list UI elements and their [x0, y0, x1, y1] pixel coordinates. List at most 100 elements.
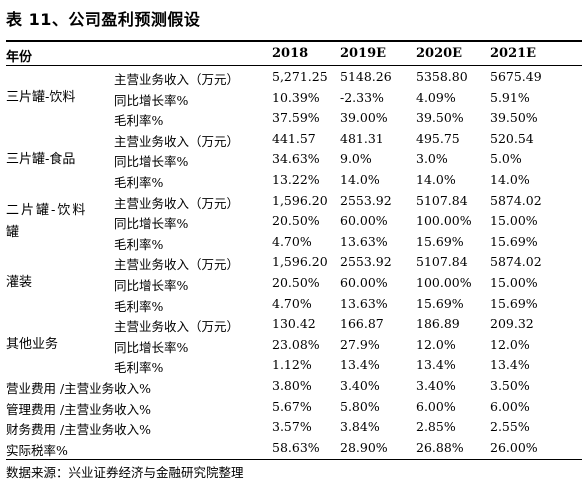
cell-value: 39.00% [340, 110, 388, 126]
cell-value: 1,596.20 [272, 254, 328, 270]
summary-label: 实际税率% [6, 442, 68, 458]
cell-value: 3.80% [272, 378, 312, 393]
group-name: 三片罐-食品 [6, 151, 76, 167]
table-row: 毛利率% 4.70% 13.63% 15.69% 15.69% [6, 232, 582, 253]
table-row: 主营业务收入（万元） 1,596.20 2553.92 5107.84 5874.02 [6, 252, 582, 273]
cell-value: 28.90% [340, 439, 388, 455]
cell-value: 2553.92 [340, 192, 392, 208]
table-row: 毛利率% 37.59% 39.00% 39.50% 39.50% [6, 108, 582, 129]
cell-value: 14.0% [416, 172, 456, 187]
cell-value: 2.55% [490, 419, 530, 435]
cell-value: 13.63% [340, 233, 388, 249]
cell-value: 495.75 [416, 130, 460, 146]
cell-value: 14.0% [490, 172, 530, 187]
cell-value: 2.85% [416, 419, 456, 435]
summary-label: 管理费用 /主营业务收入% [6, 401, 152, 417]
metric-label: 同比增长率% [114, 339, 189, 355]
cell-value: 6.00% [490, 398, 530, 414]
cell-value: 5874.02 [490, 192, 542, 208]
cell-value: 3.0% [416, 151, 448, 167]
cell-value: 6.00% [416, 398, 456, 414]
cell-value: 39.50% [490, 110, 538, 126]
cell-value: 60.00% [340, 213, 388, 229]
cell-value: 3.57% [272, 419, 312, 435]
cell-value: 15.00% [490, 275, 538, 290]
cell-value: 5358.80 [416, 69, 468, 84]
header-col-2020e: 2020E [416, 46, 463, 61]
table-title: 表 11、公司盈利预测假设 [6, 10, 201, 29]
cell-value: 5.67% [272, 398, 312, 414]
metric-label: 毛利率% [114, 298, 164, 314]
cell-value: 100.00% [416, 275, 472, 290]
summary-label: 财务费用 /主营业务收入% [6, 422, 152, 438]
table-row: 毛利率% 4.70% 13.63% 15.69% 15.69% [6, 294, 582, 315]
cell-value: 13.63% [340, 295, 388, 311]
cell-value: 12.0% [416, 336, 456, 352]
cell-value: 5.0% [490, 151, 522, 167]
cell-value: 15.69% [490, 295, 538, 311]
cell-value: 4.70% [272, 295, 312, 311]
cell-value: 15.00% [490, 213, 538, 229]
table-row: 同比增长率% 10.39% -2.33% 4.09% 5.91% [6, 88, 582, 109]
metric-label: 同比增长率% [114, 154, 189, 170]
metric-label: 主营业务收入（万元） [114, 319, 240, 335]
cell-value: 130.42 [272, 316, 316, 332]
table-row: 主营业务收入（万元） 1,596.20 2553.92 5107.84 5874.02 [6, 191, 582, 212]
cell-value: 1.12% [272, 357, 312, 373]
cell-value: 27.9% [340, 336, 380, 352]
cell-value: 5148.26 [340, 69, 392, 84]
cell-value: 13.4% [490, 357, 530, 373]
cell-value: 481.31 [340, 130, 384, 146]
header-rule [6, 65, 582, 66]
summary-label: 营业费用 /主营业务收入% [6, 381, 152, 396]
cell-value: 26.88% [416, 439, 464, 455]
cell-value: 58.63% [272, 439, 320, 455]
header-col-2019e: 2019E [340, 46, 387, 61]
group-name: 其他业务 [6, 337, 59, 353]
metric-label: 同比增长率% [114, 216, 189, 232]
cell-value: -2.33% [340, 89, 384, 105]
cell-value: 5.91% [490, 89, 530, 105]
table-row: 同比增长率% 34.63% 9.0% 3.0% 5.0% [6, 149, 582, 170]
metric-label: 毛利率% [114, 175, 164, 190]
cell-value: 441.57 [272, 130, 316, 146]
cell-value: 3.84% [340, 419, 380, 435]
cell-value: 3.40% [416, 378, 456, 393]
cell-value: 3.40% [340, 378, 380, 393]
cell-value: 13.4% [340, 357, 380, 373]
table-row: 同比增长率% 20.50% 60.00% 100.00% 15.00% [6, 211, 582, 232]
metric-label: 主营业务收入（万元） [114, 133, 240, 149]
table-row: 同比增长率% 23.08% 27.9% 12.0% 12.0% [6, 335, 582, 356]
table-row: 同比增长率% 20.50% 60.00% 100.00% 15.00% [6, 273, 582, 294]
metric-label: 主营业务收入（万元） [114, 195, 240, 211]
metric-label: 主营业务收入（万元） [114, 257, 240, 273]
cell-value: 4.70% [272, 233, 312, 249]
cell-value: 10.39% [272, 89, 320, 105]
cell-value: 9.0% [340, 151, 372, 167]
metric-label: 毛利率% [114, 113, 164, 129]
table-row: 主营业务收入（万元） 5,271.25 5148.26 5358.80 5675.49 [6, 67, 582, 88]
cell-value: 209.32 [490, 316, 534, 332]
cell-value: 23.08% [272, 336, 320, 352]
cell-value: 5.80% [340, 398, 380, 414]
group-name: 二片罐-饮料罐 [6, 202, 88, 240]
cell-value: 5874.02 [490, 254, 542, 270]
table-row: 主营业务收入（万元） 130.42 166.87 186.89 209.32 [6, 314, 582, 335]
cell-value: 12.0% [490, 336, 530, 352]
metric-label: 同比增长率% [114, 92, 189, 108]
cell-value: 60.00% [340, 275, 388, 290]
cell-value: 20.50% [272, 213, 320, 229]
cell-value: 39.50% [416, 110, 464, 126]
cell-value: 186.89 [416, 316, 460, 332]
top-rule [6, 40, 582, 42]
cell-value: 3.50% [490, 378, 530, 393]
header-col-2018: 2018 [272, 46, 309, 61]
cell-value: 520.54 [490, 130, 534, 146]
cell-value: 26.00% [490, 439, 538, 455]
metric-label: 主营业务收入（万元） [114, 72, 240, 87]
cell-value: 5675.49 [490, 69, 542, 84]
group-name: 灌装 [6, 275, 33, 291]
cell-value: 34.63% [272, 151, 320, 167]
table-header: 年份 2018 2019E 2020E 2021E [6, 44, 582, 65]
cell-value: 166.87 [340, 316, 384, 332]
